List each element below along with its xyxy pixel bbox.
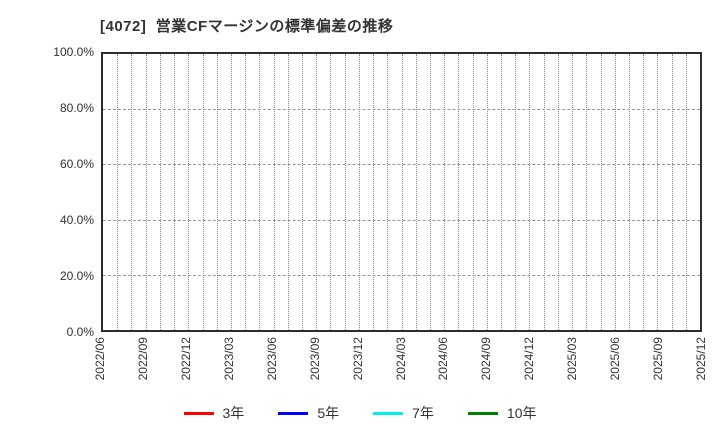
y-axis-tick-label: 20.0% — [59, 269, 94, 283]
vertical-gridline — [188, 54, 190, 330]
vertical-gridline — [657, 54, 659, 330]
legend: 3年 5年 7年 10年 — [0, 403, 720, 423]
x-axis-tick-label: 2023/12 — [350, 337, 365, 381]
vertical-gridline — [216, 54, 218, 330]
vertical-gridline — [529, 54, 531, 330]
vertical-gridline — [458, 54, 460, 330]
legend-label: 5年 — [317, 405, 340, 421]
y-axis-tick-label: 60.0% — [59, 157, 94, 171]
legend-line-swatch — [278, 411, 309, 415]
legend-item: 3年 — [183, 403, 245, 423]
y-axis-tick-label: 40.0% — [59, 213, 94, 227]
x-axis-tick-label: 2022/09 — [135, 337, 150, 381]
plot-area — [101, 52, 702, 332]
x-axis-tick-label: 2025/09 — [651, 337, 666, 381]
x-axis-tick-label: 2025/12 — [694, 337, 708, 381]
vertical-gridline — [415, 54, 417, 330]
vertical-gridline — [259, 54, 261, 330]
vertical-gridline — [387, 54, 389, 330]
vertical-gridline — [117, 54, 119, 330]
vertical-gridline — [316, 54, 318, 330]
vertical-gridline — [628, 54, 630, 330]
x-axis-tick-label: 2024/09 — [479, 337, 494, 381]
vertical-gridline — [671, 54, 673, 330]
legend-line-swatch — [467, 411, 498, 415]
vertical-gridline — [344, 54, 346, 330]
vertical-gridline — [401, 54, 403, 330]
vertical-gridline — [373, 54, 375, 330]
vertical-gridline — [273, 54, 275, 330]
vertical-gridline — [358, 54, 360, 330]
y-axis-tick-label: 100.0% — [53, 45, 94, 59]
vertical-gridline — [643, 54, 645, 330]
legend-item: 10年 — [467, 403, 537, 423]
vertical-gridline — [557, 54, 559, 330]
horizontal-gridline — [103, 109, 700, 111]
legend-line-swatch — [373, 411, 404, 415]
vertical-gridline — [429, 54, 431, 330]
vertical-gridline — [586, 54, 588, 330]
legend-label: 10年 — [506, 405, 537, 421]
vertical-gridline — [302, 54, 303, 330]
vertical-gridline — [444, 54, 446, 330]
vertical-gridline — [230, 54, 232, 330]
legend-item: 5年 — [278, 403, 339, 423]
vertical-gridline — [202, 54, 204, 330]
vertical-gridline — [501, 54, 502, 330]
x-axis-tick-label: 2023/09 — [307, 337, 322, 381]
vertical-gridline — [472, 54, 474, 330]
x-axis-tick-label: 2025/06 — [608, 337, 623, 381]
x-axis-tick-label: 2024/03 — [393, 337, 408, 381]
vertical-gridline — [159, 54, 161, 330]
horizontal-gridline — [103, 219, 700, 221]
vertical-gridline — [614, 54, 616, 330]
vertical-gridline — [543, 54, 545, 330]
legend-label: 7年 — [412, 405, 434, 421]
vertical-gridline — [174, 54, 176, 330]
vertical-gridline — [685, 54, 687, 330]
x-axis-tick-label: 2022/12 — [178, 337, 193, 381]
x-axis-tick-label: 2024/06 — [436, 337, 451, 381]
vertical-gridline — [287, 54, 289, 330]
vertical-gridline — [330, 54, 332, 330]
vertical-gridline — [145, 54, 147, 330]
vertical-gridline — [600, 54, 602, 330]
legend-item: 7年 — [373, 403, 434, 423]
x-axis-tick-label: 2024/12 — [522, 337, 537, 381]
x-axis-tick-label: 2022/06 — [93, 337, 107, 381]
horizontal-gridline — [103, 164, 700, 166]
legend-line-swatch — [183, 411, 214, 415]
horizontal-gridline — [103, 274, 700, 276]
vertical-gridline — [486, 54, 488, 330]
y-axis-tick-label: 80.0% — [59, 101, 94, 115]
legend-label: 3年 — [222, 405, 245, 421]
x-axis-tick-label: 2023/03 — [221, 337, 236, 381]
x-axis-tick-label: 2023/06 — [264, 337, 279, 381]
vertical-gridline — [131, 54, 133, 330]
vertical-gridline — [572, 54, 574, 330]
chart-title: [4072] 営業CFマージンの標準偏差の推移 — [100, 18, 394, 35]
x-axis-tick-label: 2025/03 — [565, 337, 580, 381]
vertical-gridline — [515, 54, 517, 330]
vertical-gridline — [245, 54, 247, 330]
y-axis-tick-label: 0.0% — [66, 325, 94, 339]
